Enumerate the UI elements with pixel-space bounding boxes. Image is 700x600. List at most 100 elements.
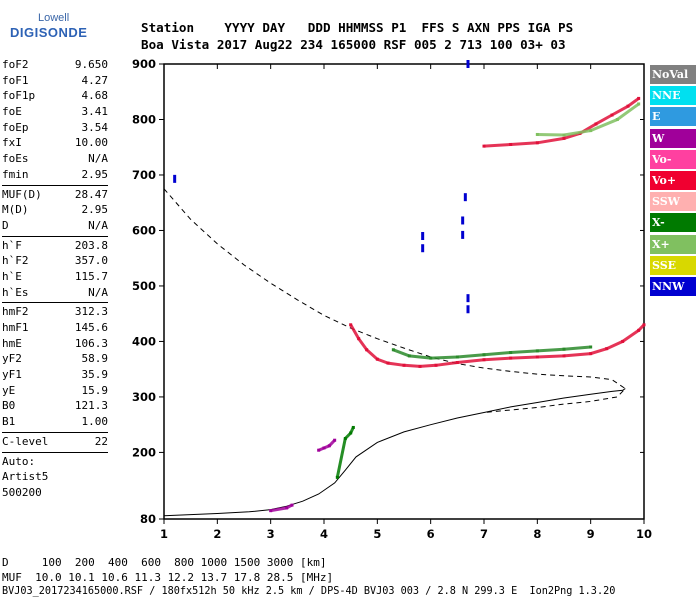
data-point <box>418 364 422 368</box>
data-point <box>317 448 321 452</box>
x-tick-label: 10 <box>636 527 652 541</box>
param-row: MUF(D) 28.47 <box>2 188 108 204</box>
y-tick-label: 80 <box>140 512 156 526</box>
y-tick-label: 700 <box>132 168 156 182</box>
param-row: D N/A <box>2 219 108 235</box>
data-point <box>421 232 425 241</box>
param-label: B0 <box>2 399 16 413</box>
param-label: yE <box>2 383 16 397</box>
file-info: BVJ03_2017234165000.RSF / 180fx512h 50 k… <box>2 586 616 597</box>
param-label: hmE <box>2 336 22 350</box>
param-label: foE <box>2 105 22 119</box>
param-value: 115.7 <box>74 269 108 283</box>
data-point <box>626 104 630 108</box>
data-point <box>290 503 294 507</box>
trace-f1-e-low-trace <box>270 503 293 513</box>
data-point <box>509 356 513 360</box>
param-value: 35.9 <box>81 368 109 382</box>
param-row: yE 15.9 <box>2 384 108 400</box>
param-value: 203.8 <box>74 238 108 252</box>
legend-item: Vo+ <box>650 170 696 190</box>
data-point <box>589 129 593 133</box>
data-point <box>407 354 411 358</box>
data-point <box>455 361 459 365</box>
legend: NoVal NNE E W Vo- Vo+ SSW X- X+ SSE NNW <box>650 65 696 298</box>
param-row: fxI 10.00 <box>2 136 108 152</box>
x-tick-label: 3 <box>267 527 275 541</box>
data-point <box>333 438 337 442</box>
param-row: foE 3.41 <box>2 105 108 121</box>
param-value: 22 <box>94 434 108 448</box>
param-value: 2.95 <box>81 167 109 181</box>
x-tick-label: 6 <box>427 527 435 541</box>
profile-solid-line <box>163 388 626 517</box>
legend-item: E <box>650 107 696 127</box>
data-point <box>357 337 361 341</box>
param-label: MUF(D) <box>2 187 42 201</box>
data-point <box>434 363 438 367</box>
data-point <box>615 117 619 121</box>
param-row: foF2 9.650 <box>2 58 108 74</box>
param-label: h`E <box>2 269 22 283</box>
data-point <box>349 323 353 327</box>
data-point <box>285 506 289 510</box>
param-row: h`F2 357.0 <box>2 254 108 270</box>
data-point <box>535 355 539 359</box>
distance-row: D 100 200 400 600 800 1000 1500 3000 [km… <box>2 556 327 569</box>
data-point <box>463 193 467 202</box>
param-label: h`F2 <box>2 254 29 268</box>
legend-item: W <box>650 128 696 148</box>
trace-e-region-trace <box>318 439 336 452</box>
data-point <box>637 96 641 100</box>
param-label: foF2 <box>2 58 29 71</box>
param-row: h`F 203.8 <box>2 239 108 255</box>
profile-dashed-line <box>163 188 627 413</box>
x-tick-label: 4 <box>320 527 328 541</box>
param-value: 145.6 <box>74 321 108 334</box>
x-tick-label: 9 <box>587 527 595 541</box>
param-row: hmF1 145.6 <box>2 321 108 337</box>
param-value: 10.00 <box>74 136 108 150</box>
data-point <box>594 122 598 126</box>
legend-item: NNW <box>650 276 696 296</box>
y-tick-label: 600 <box>132 223 156 237</box>
param-row: h`Es N/A <box>2 286 108 302</box>
param-value: N/A <box>88 152 108 166</box>
param-label: foEs <box>2 152 29 166</box>
y-tick-label: 500 <box>132 279 156 293</box>
data-point <box>455 355 459 359</box>
param-row: yF2 58.9 <box>2 352 108 368</box>
param-value: 3.41 <box>81 105 109 119</box>
param-row: foF1 4.27 <box>2 74 108 90</box>
data-point <box>482 353 486 357</box>
param-row: yF1 35.9 <box>2 368 108 384</box>
data-point <box>562 347 566 351</box>
param-value: 3.54 <box>81 120 109 134</box>
param-row: hmE 106.3 <box>2 337 108 353</box>
data-point <box>402 363 406 367</box>
param-label: hmF1 <box>2 321 29 334</box>
legend-item: Vo- <box>650 149 696 169</box>
legend-item: NNE <box>650 86 696 106</box>
param-value: 9.650 <box>74 58 108 71</box>
data-point <box>327 444 331 448</box>
data-point <box>642 323 646 327</box>
data-point <box>322 446 326 450</box>
data-point <box>466 60 470 68</box>
legend-item: SSW <box>650 192 696 212</box>
y-tick-label: 800 <box>132 112 156 126</box>
param-value: 4.27 <box>81 73 109 87</box>
data-point <box>375 357 379 361</box>
param-label: h`Es <box>2 285 29 299</box>
param-label: D <box>2 218 9 232</box>
param-row: B0 121.3 <box>2 399 108 415</box>
logo-company: Lowell <box>38 12 70 24</box>
param-value: 15.9 <box>81 383 109 397</box>
param-label: C-level <box>2 434 49 448</box>
data-point <box>466 305 470 314</box>
y-tick-label: 400 <box>132 334 156 348</box>
data-point <box>351 425 355 429</box>
param-value: 4.68 <box>81 89 109 103</box>
legend-item: X- <box>650 213 696 233</box>
data-point <box>335 475 339 479</box>
